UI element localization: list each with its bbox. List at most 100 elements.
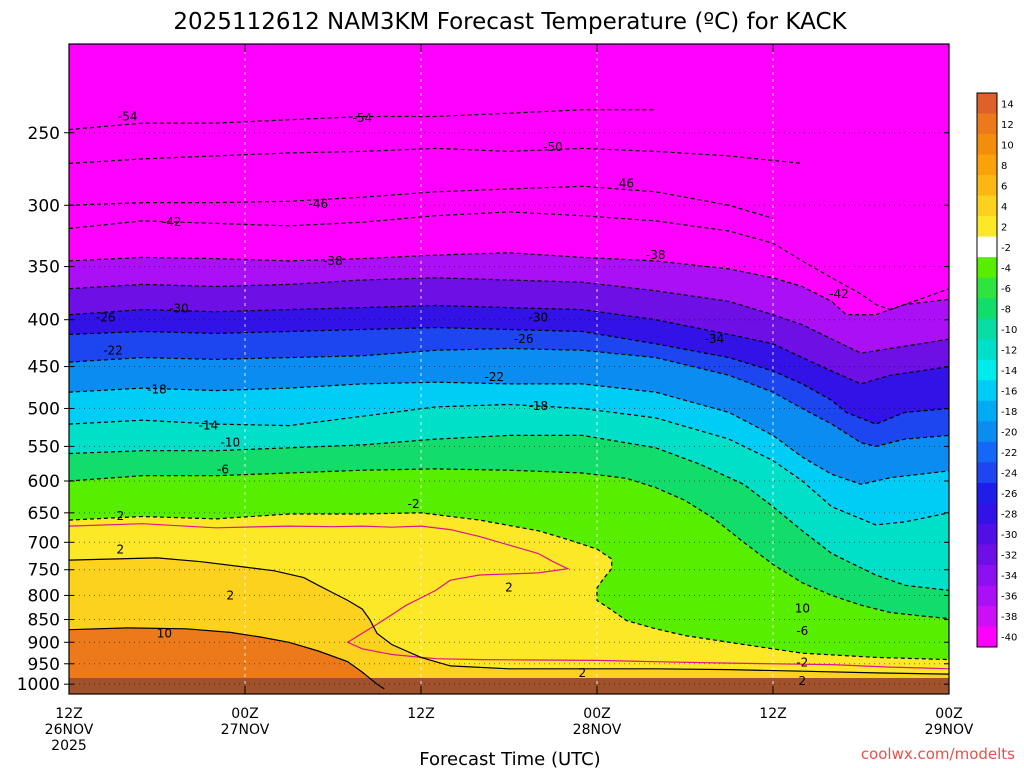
- colorbar-label: -16: [1001, 387, 1017, 398]
- colorbar-swatch: [977, 626, 997, 648]
- isotherm-label: -54: [118, 110, 138, 124]
- colorbar-label: -18: [1001, 407, 1017, 418]
- band-fill: [69, 627, 385, 694]
- colorbar-swatch: [977, 339, 997, 361]
- svg-text:-34: -34: [705, 332, 725, 346]
- isotherm-label: -30: [529, 311, 549, 325]
- svg-text:-14: -14: [199, 419, 219, 433]
- svg-text:-54: -54: [353, 111, 373, 125]
- isotherm--18: [69, 381, 949, 485]
- isotherm-label: -34: [705, 332, 725, 346]
- svg-text:46: 46: [619, 176, 634, 190]
- x-tick-label: 12Z: [759, 706, 786, 722]
- colorbar-swatch: [977, 175, 997, 197]
- y-tick-label: 450: [28, 358, 60, 378]
- isotherm-label: -30: [169, 302, 189, 316]
- isotherm-label: 10: [795, 602, 810, 616]
- isotherm-lines: [69, 109, 949, 690]
- colorbar-label: 4: [1001, 202, 1007, 213]
- isotherm-label: -2: [408, 497, 420, 511]
- isotherm-label: -38: [323, 254, 343, 268]
- y-tick-label: 750: [28, 561, 60, 581]
- y-tick-label: 950: [28, 655, 60, 675]
- isotherm-label: 2: [579, 666, 587, 680]
- chart-title: 2025112612 NAM3KM Forecast Temperature (…: [173, 9, 847, 35]
- colorbar-swatch: [977, 359, 997, 381]
- colorbar-legend: 14 12 10 8 6 4 2 -2 -4 -6 -8 -10 -12 -14 -16 -18 -20 -22 -…: [976, 92, 1017, 648]
- isotherm-label: -6: [217, 463, 229, 477]
- isotherm-10: [69, 627, 385, 690]
- isotherm-label: -38: [646, 248, 666, 262]
- isotherm--46: [69, 185, 774, 219]
- svg-text:-22: -22: [103, 343, 123, 357]
- isotherm-label: 2: [505, 580, 513, 594]
- colorbar-swatch: [977, 421, 997, 443]
- plot-frame: [68, 43, 950, 695]
- colorbar-frame: [976, 92, 998, 648]
- svg-text:-42: -42: [829, 287, 849, 301]
- colorbar-label: 14: [1001, 99, 1014, 110]
- svg-text:10: 10: [157, 626, 172, 640]
- y-tick-label: 600: [28, 472, 60, 492]
- isotherm-label: -10: [221, 436, 241, 450]
- svg-text:2: 2: [579, 666, 587, 680]
- colorbar-label: -20: [1001, 428, 1017, 439]
- colorbar-label: -2: [1001, 243, 1011, 254]
- colorbar-swatch: [977, 441, 997, 463]
- credit-text: coolwx.com/modelts: [861, 745, 1015, 763]
- colorbar-label: -6: [1001, 284, 1011, 295]
- colorbar-swatch: [977, 400, 997, 422]
- svg-text:2: 2: [117, 543, 125, 557]
- colorbar-label: 8: [1001, 161, 1007, 172]
- isotherm-label: -26: [514, 332, 534, 346]
- y-tick-label: 300: [28, 196, 60, 216]
- svg-text:2: 2: [227, 588, 235, 602]
- x-tick-label: 00Z: [583, 706, 610, 722]
- colorbar-label: -36: [1001, 592, 1017, 603]
- isotherm-label: -46: [309, 197, 329, 211]
- colorbar-swatch: [977, 585, 997, 607]
- y-axis: 2503003504004505005506006507007508008509…: [17, 124, 949, 695]
- isotherm-label: -50: [543, 140, 563, 154]
- svg-text:-54: -54: [118, 110, 138, 124]
- colorbar-swatch: [977, 154, 997, 176]
- svg-text:-6: -6: [217, 463, 229, 477]
- colorbar-label: -40: [1001, 633, 1017, 644]
- isotherm-label: -54: [353, 111, 373, 125]
- colorbar-label: -30: [1001, 530, 1017, 541]
- colorbar-swatch: [977, 605, 997, 627]
- svg-text:-18: -18: [529, 399, 549, 413]
- colorbar-label: -34: [1001, 571, 1017, 582]
- colorbar-swatch: [977, 380, 997, 402]
- isotherm-label: 2: [117, 543, 125, 557]
- colorbar-swatch: [977, 93, 997, 115]
- colorbar-swatch: [977, 503, 997, 525]
- x-tick-label: 28NOV: [573, 722, 622, 738]
- isotherm-label: -18: [147, 383, 167, 397]
- svg-text:-38: -38: [646, 248, 666, 262]
- isotherm-0: [69, 523, 949, 670]
- colorbar-swatch: [977, 318, 997, 340]
- x-tick-label: 26NOV: [45, 722, 94, 738]
- y-tick-label: 650: [28, 504, 60, 524]
- y-tick-label: 550: [28, 437, 60, 457]
- colorbar-swatch: [977, 257, 997, 279]
- colorbar-swatch: [977, 113, 997, 135]
- colorbar-swatch: [977, 298, 997, 320]
- isotherm--42: [69, 211, 949, 311]
- svg-text:2: 2: [799, 674, 807, 688]
- svg-text:-50: -50: [543, 140, 563, 154]
- colorbar-label: -10: [1001, 325, 1017, 336]
- x-tick-label: 00Z: [935, 706, 962, 722]
- y-tick-label: 1000: [17, 675, 60, 695]
- svg-text:-42: -42: [162, 215, 182, 229]
- isotherm-2: [69, 557, 949, 675]
- colorbar-swatch: [977, 195, 997, 217]
- isotherm-label: -42: [829, 287, 849, 301]
- x-tick-label: 29NOV: [925, 722, 974, 738]
- colorbar-label: -22: [1001, 448, 1017, 459]
- colorbar-swatch: [977, 482, 997, 504]
- isotherm-label: 2: [117, 509, 125, 523]
- isotherm--34: [69, 277, 949, 354]
